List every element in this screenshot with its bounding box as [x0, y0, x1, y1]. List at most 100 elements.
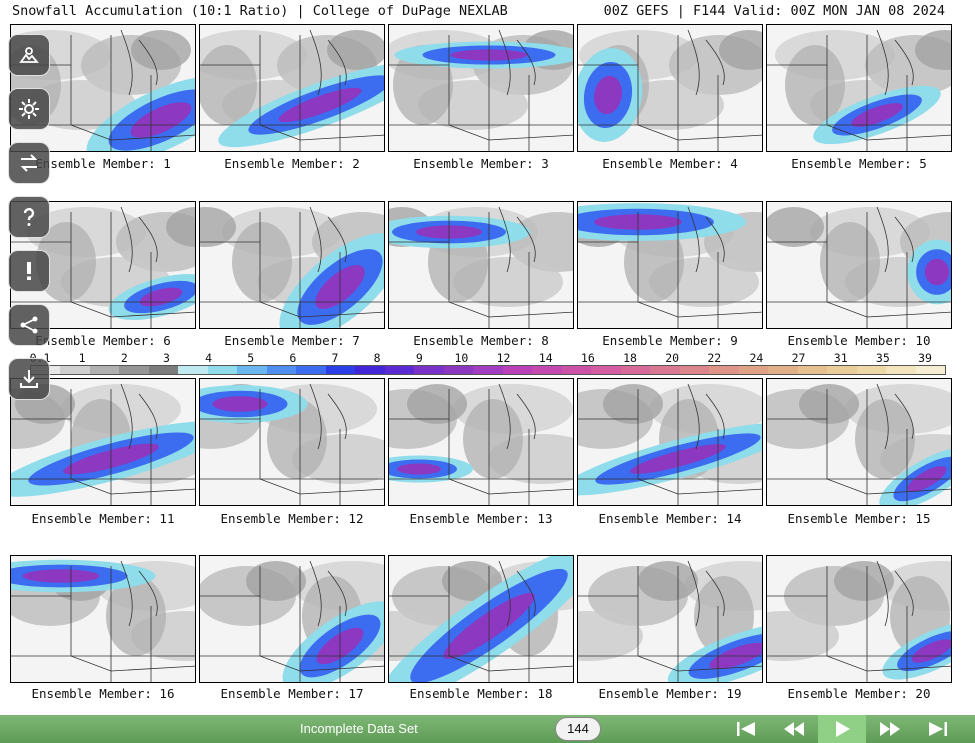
colorbar-cell	[178, 366, 208, 374]
help-button[interactable]	[8, 196, 50, 238]
snowfall-map	[767, 556, 951, 682]
ensemble-member-label: Ensemble Member: 17	[220, 686, 364, 701]
ensemble-member-label: Ensemble Member: 7	[224, 333, 360, 348]
skip-last-icon	[929, 722, 947, 736]
ensemble-member-map[interactable]	[10, 378, 196, 506]
colorbar-cell	[650, 366, 680, 374]
ensemble-member-map[interactable]	[577, 201, 763, 329]
share-button[interactable]	[8, 304, 50, 346]
settings-button[interactable]	[8, 88, 50, 130]
ensemble-member-map[interactable]	[388, 24, 574, 152]
last-frame-button[interactable]	[914, 715, 962, 743]
playback-controls	[722, 715, 975, 743]
colorbar-tick-label: 35	[875, 351, 890, 365]
ensemble-member-map[interactable]	[199, 555, 385, 683]
map-layers-button[interactable]	[8, 34, 50, 76]
ensemble-member-map[interactable]	[577, 555, 763, 683]
frame-number[interactable]: 144	[555, 717, 601, 741]
colorbar-cell	[207, 366, 238, 374]
ensemble-member-map[interactable]	[766, 378, 952, 506]
snowfall-colorbar	[30, 365, 946, 375]
ensemble-member-map[interactable]	[10, 555, 196, 683]
snowfall-map	[11, 379, 195, 505]
first-frame-button[interactable]	[722, 715, 770, 743]
colorbar-tick-label: 7	[331, 351, 339, 365]
colorbar-cell	[237, 366, 267, 374]
ensemble-member-map[interactable]	[766, 201, 952, 329]
data-status-text: Incomplete Data Set	[300, 721, 418, 736]
play-icon	[836, 721, 850, 737]
ensemble-member-map[interactable]	[577, 378, 763, 506]
colorbar-tick-label: 4	[205, 351, 213, 365]
question-icon	[23, 207, 35, 226]
snowfall-map	[578, 556, 762, 682]
ensemble-member-map[interactable]	[766, 24, 952, 152]
snowfall-map	[578, 25, 762, 151]
ensemble-member-map[interactable]	[388, 555, 574, 683]
colorbar-cell	[797, 366, 828, 374]
colorbar-tick-label: 31	[833, 351, 848, 365]
ensemble-member-label: Ensemble Member: 15	[787, 511, 931, 526]
ensemble-member-label: Ensemble Member: 9	[602, 333, 738, 348]
colorbar-cell	[414, 366, 444, 374]
colorbar-tick-label: 27	[791, 351, 806, 365]
ensemble-member-map[interactable]	[199, 378, 385, 506]
colorbar-cell	[591, 366, 621, 374]
run-valid-title: 00Z GEFS | F144 Valid: 00Z MON JAN 08 20…	[603, 3, 945, 19]
colorbar-cell	[620, 366, 651, 374]
ensemble-member-label: Ensemble Member: 1	[35, 156, 171, 171]
colorbar-tick-label: 3	[162, 351, 170, 365]
swap-arrows-icon	[20, 154, 38, 172]
ensemble-member-label: Ensemble Member: 2	[224, 156, 360, 171]
download-button[interactable]	[8, 358, 50, 400]
colorbar-tick-label: 12	[496, 351, 511, 365]
ensemble-member-label: Ensemble Member: 18	[409, 686, 553, 701]
colorbar-cell	[856, 366, 887, 374]
colorbar-tick-label: 2	[120, 351, 128, 365]
colorbar-tick-label: 6	[289, 351, 297, 365]
ensemble-member-map[interactable]	[766, 555, 952, 683]
colorbar-cell	[443, 366, 474, 374]
alert-icon	[27, 262, 31, 280]
ensemble-member-map[interactable]	[388, 201, 574, 329]
colorbar-cell	[89, 366, 120, 374]
snowfall-map	[389, 25, 573, 151]
swap-button[interactable]	[8, 142, 50, 184]
playback-footer: Incomplete Data Set 144	[0, 715, 975, 743]
colorbar-cell	[384, 366, 415, 374]
ensemble-member-map[interactable]	[199, 24, 385, 152]
map-layers-icon	[19, 47, 39, 63]
ensemble-member-label: Ensemble Member: 3	[413, 156, 549, 171]
colorbar-cell	[296, 366, 326, 374]
play-button[interactable]	[818, 715, 866, 743]
colorbar-cell	[561, 366, 592, 374]
skip-first-icon	[737, 722, 755, 736]
next-frame-button[interactable]	[866, 715, 914, 743]
snowfall-map	[200, 379, 384, 505]
ensemble-member-map[interactable]	[388, 378, 574, 506]
alert-button[interactable]	[8, 250, 50, 292]
colorbar-cell	[355, 366, 385, 374]
ensemble-member-map[interactable]	[577, 24, 763, 152]
ensemble-member-label: Ensemble Member: 4	[602, 156, 738, 171]
ensemble-member-label: Ensemble Member: 6	[35, 333, 171, 348]
colorbar-tick-label: 9	[415, 351, 423, 365]
colorbar-tick-label: 22	[707, 351, 722, 365]
colorbar-cell	[532, 366, 562, 374]
ensemble-member-map[interactable]	[199, 201, 385, 329]
colorbar-tick-label: 20	[665, 351, 680, 365]
colorbar-cell	[915, 366, 946, 374]
colorbar-cell	[886, 366, 916, 374]
colorbar-labels: 0.1123456789101214161820222427313539	[0, 351, 975, 365]
colorbar-cell	[266, 366, 297, 374]
colorbar-tick-label: 5	[247, 351, 255, 365]
share-icon	[20, 316, 38, 334]
ensemble-member-label: Ensemble Member: 16	[31, 686, 175, 701]
snowfall-map	[200, 25, 384, 151]
colorbar-cell	[679, 366, 710, 374]
colorbar-tick-label: 39	[918, 351, 932, 365]
previous-frame-button[interactable]	[770, 715, 818, 743]
fast-forward-icon	[880, 722, 900, 736]
colorbar-cell	[709, 366, 739, 374]
colorbar-tick-label: 24	[749, 351, 764, 365]
